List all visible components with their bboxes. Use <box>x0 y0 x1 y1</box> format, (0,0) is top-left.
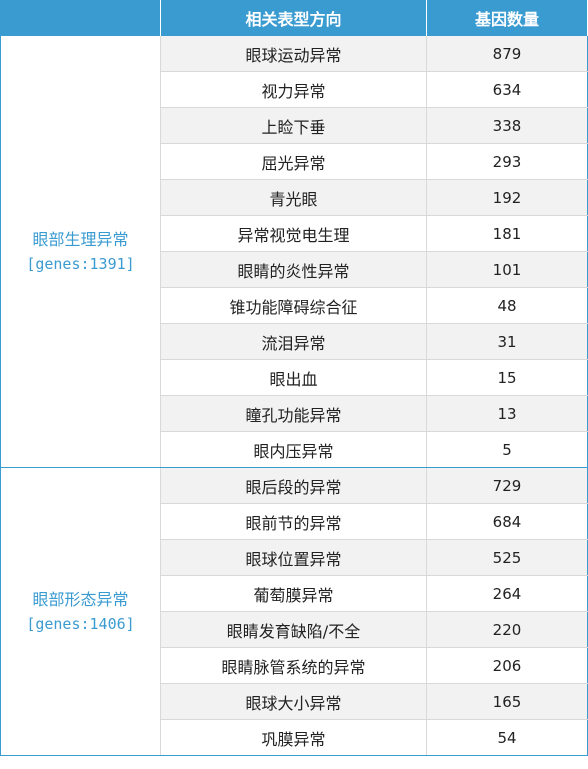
header-gene-count: 基因数量 <box>426 0 588 36</box>
table-row: 眼前节的异常 684 <box>1 503 588 540</box>
gene-count-cell: 181 <box>426 215 588 252</box>
table-row: 葡萄膜异常 264 <box>1 575 588 612</box>
table-row: 眼内压异常 5 <box>1 431 588 468</box>
phenotype-cell: 瞳孔功能异常 <box>160 395 427 432</box>
phenotype-cell: 眼球大小异常 <box>160 683 427 720</box>
phenotype-cell: 屈光异常 <box>160 143 427 180</box>
phenotype-cell: 流泪异常 <box>160 323 427 360</box>
phenotype-cell: 视力异常 <box>160 71 427 108</box>
gene-count-cell: 220 <box>426 611 588 648</box>
table-row: 上睑下垂 338 <box>1 107 588 144</box>
gene-count-cell: 634 <box>426 71 588 108</box>
phenotype-cell: 眼出血 <box>160 359 427 396</box>
gene-count-cell: 264 <box>426 575 588 612</box>
group-gene-total: [genes:1406] <box>26 614 135 633</box>
gene-count-cell: 31 <box>426 323 588 360</box>
table-header: 相关表型方向 基因数量 <box>0 0 588 36</box>
phenotype-cell: 巩膜异常 <box>160 719 427 756</box>
phenotype-cell: 眼睛的炎性异常 <box>160 251 427 288</box>
group-name: 眼部形态异常 <box>32 589 129 609</box>
table-row: 眼睛脉管系统的异常 206 <box>1 647 588 684</box>
group-name: 眼部生理异常 <box>32 229 129 249</box>
gene-count-cell: 293 <box>426 143 588 180</box>
gene-count-cell: 165 <box>426 683 588 720</box>
table-row: 眼出血 15 <box>1 359 588 396</box>
gene-count-cell: 206 <box>426 647 588 684</box>
group-cell: 眼部生理异常 [genes:1391] <box>0 36 161 468</box>
table-row: 锥功能障碍综合征 48 <box>1 287 588 324</box>
phenotype-cell: 锥功能障碍综合征 <box>160 287 427 324</box>
gene-count-cell: 101 <box>426 251 588 288</box>
gene-count-cell: 15 <box>426 359 588 396</box>
header-row: 相关表型方向 基因数量 <box>0 0 588 36</box>
phenotype-cell: 眼睛发育缺陷/不全 <box>160 611 427 648</box>
table-row: 眼球位置异常 525 <box>1 539 588 576</box>
phenotype-cell: 葡萄膜异常 <box>160 575 427 612</box>
phenotype-cell: 眼前节的异常 <box>160 503 427 540</box>
gene-count-cell: 525 <box>426 539 588 576</box>
table-row: 眼部形态异常 [genes:1406] 眼后段的异常 729 <box>0 467 588 756</box>
gene-count-cell: 684 <box>426 503 588 540</box>
table-row: 眼睛的炎性异常 101 <box>1 251 588 288</box>
table-row: 流泪异常 31 <box>1 323 588 360</box>
table-row: 青光眼 192 <box>1 179 588 216</box>
header-phenotype: 相关表型方向 <box>160 0 427 36</box>
gene-count-cell: 48 <box>426 287 588 324</box>
gene-count-cell: 729 <box>426 467 588 504</box>
phenotype-cell: 眼内压异常 <box>160 431 427 468</box>
phenotype-cell: 眼球运动异常 <box>160 36 427 72</box>
phenotype-cell: 上睑下垂 <box>160 107 427 144</box>
group-cell: 眼部形态异常 [genes:1406] <box>0 467 161 756</box>
table-body: 眼部生理异常 [genes:1391] 眼球运动异常 879 视力异常 634 上睑下垂 33… <box>0 36 588 756</box>
gene-count-cell: 5 <box>426 431 588 468</box>
phenotype-cell: 眼球位置异常 <box>160 539 427 576</box>
gene-count-cell: 192 <box>426 179 588 216</box>
gene-count-cell: 54 <box>426 719 588 756</box>
phenotype-cell: 眼后段的异常 <box>160 467 427 504</box>
table-row: 异常视觉电生理 181 <box>1 215 588 252</box>
phenotype-cell: 青光眼 <box>160 179 427 216</box>
phenotype-cell: 眼睛脉管系统的异常 <box>160 647 427 684</box>
group-gene-total: [genes:1391] <box>26 254 135 273</box>
table-row: 眼部生理异常 [genes:1391] 眼球运动异常 879 <box>0 36 588 468</box>
table-row: 屈光异常 293 <box>1 143 588 180</box>
table-row: 瞳孔功能异常 13 <box>1 395 588 432</box>
table-row: 眼睛发育缺陷/不全 220 <box>1 611 588 648</box>
table-row: 视力异常 634 <box>1 71 588 108</box>
gene-count-cell: 879 <box>426 36 588 72</box>
phenotype-cell: 异常视觉电生理 <box>160 215 427 252</box>
table-row: 眼球大小异常 165 <box>1 683 588 720</box>
header-group-cell <box>0 0 161 36</box>
gene-count-cell: 13 <box>426 395 588 432</box>
gene-count-cell: 338 <box>426 107 588 144</box>
table-row: 巩膜异常 54 <box>1 719 588 756</box>
